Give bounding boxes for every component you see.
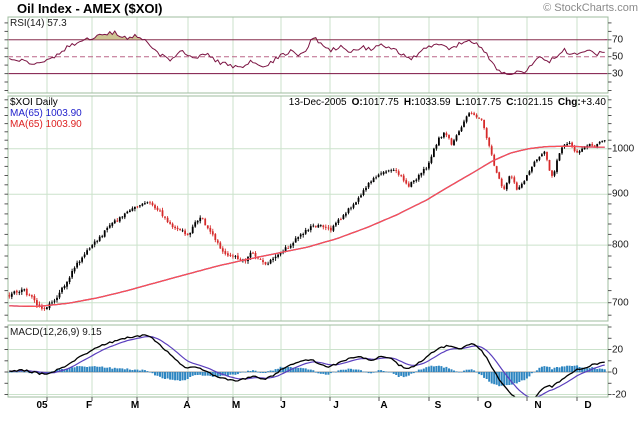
stock-chart: Oil Index - AMEX ($XOI) © StockCharts.co… <box>4 1 638 411</box>
chart-canvas <box>4 16 612 401</box>
